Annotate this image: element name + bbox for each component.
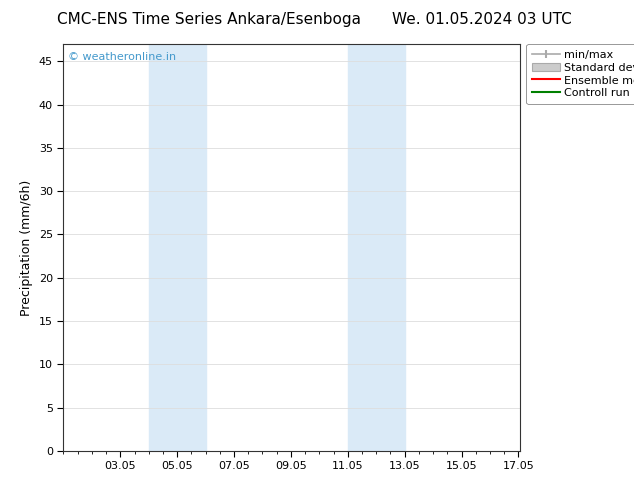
Text: We. 01.05.2024 03 UTC: We. 01.05.2024 03 UTC — [392, 12, 572, 27]
Text: CMC-ENS Time Series Ankara/Esenboga: CMC-ENS Time Series Ankara/Esenboga — [57, 12, 361, 27]
Y-axis label: Precipitation (mm/6h): Precipitation (mm/6h) — [20, 179, 34, 316]
Bar — [149, 44, 205, 451]
Legend: min/max, Standard deviation, Ensemble mean run, Controll run: min/max, Standard deviation, Ensemble me… — [526, 44, 634, 104]
Bar — [348, 44, 404, 451]
Text: © weatheronline.in: © weatheronline.in — [68, 52, 176, 62]
